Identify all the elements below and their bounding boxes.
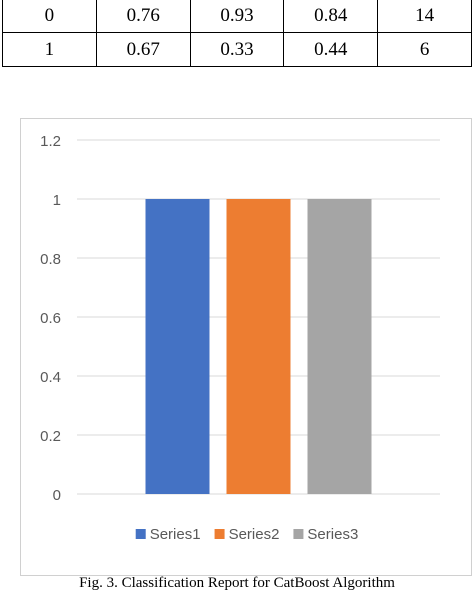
- bar-series3: [307, 199, 372, 494]
- legend-swatch: [293, 529, 304, 539]
- legend-label: Series1: [150, 526, 201, 543]
- y-tick-label: 1: [53, 192, 61, 209]
- table-cell: 0: [2, 0, 97, 33]
- table-row: 1 0.67 0.33 0.44 6: [2, 32, 472, 67]
- bar-chart: 0 0.2 0.4 0.6 0.8 1 1.2 Series1 Series2 Series3: [20, 118, 472, 576]
- table-cell: 14: [377, 0, 472, 33]
- y-tick-label: 0.4: [40, 369, 61, 386]
- y-tick-label: 0.8: [40, 251, 61, 268]
- classification-report-table: 0 0.76 0.93 0.84 14 1 0.67 0.33 0.44 6: [2, 0, 472, 67]
- y-tick-label: 1.2: [40, 133, 61, 150]
- table-cell: 6: [377, 32, 472, 67]
- chart-canvas: 0 0.2 0.4 0.6 0.8 1 1.2 Series1 Series2 Series3: [40, 133, 440, 543]
- table-cell: 0.76: [95, 0, 191, 33]
- figure-caption: Fig. 3. Classification Report for CatBoo…: [79, 575, 395, 591]
- legend-label: Series2: [229, 526, 280, 543]
- table-cell: 0.67: [95, 32, 191, 67]
- y-tick-label: 0.6: [40, 310, 61, 327]
- bar-series1: [145, 199, 210, 494]
- table-cell: 0.93: [189, 0, 285, 33]
- table-cell: 1: [2, 32, 97, 67]
- table-cell: 0.33: [189, 32, 285, 67]
- bar-series2: [226, 199, 291, 494]
- legend-label: Series3: [307, 526, 358, 543]
- y-tick-label: 0: [53, 487, 61, 504]
- table-cell: 0.44: [283, 32, 379, 67]
- legend-swatch: [214, 529, 225, 539]
- y-tick-label: 0.2: [40, 428, 61, 445]
- table-row: 0 0.76 0.93 0.84 14: [2, 0, 472, 33]
- table-cell: 0.84: [283, 0, 379, 33]
- legend-swatch: [135, 529, 146, 539]
